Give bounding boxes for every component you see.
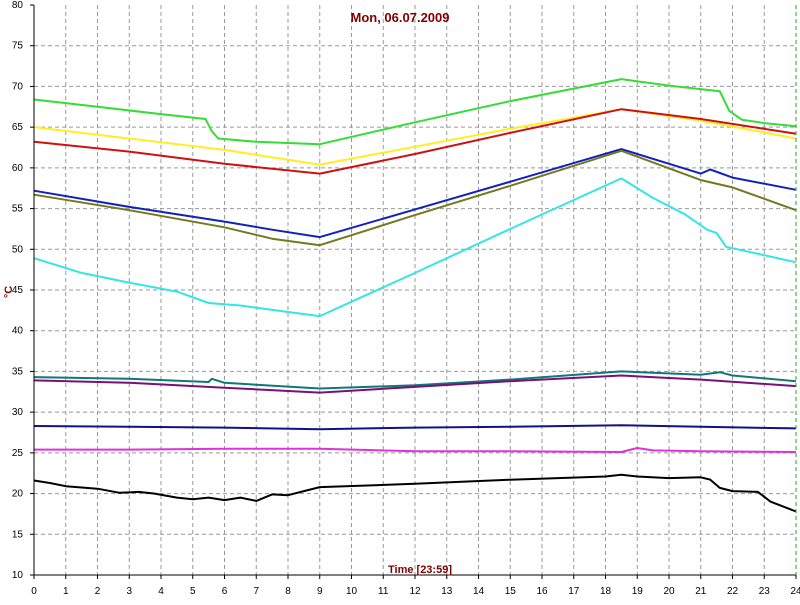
- series-line-11: [33, 473, 797, 513]
- series-line-10: [34, 447, 797, 453]
- x-tick-label: 19: [632, 586, 644, 597]
- y-tick-label: 55: [12, 204, 24, 215]
- grid-lines: [34, 5, 796, 575]
- x-tick-label: 0: [31, 586, 37, 597]
- y-tick-label: 25: [12, 448, 24, 459]
- x-tick-label: 24: [790, 586, 800, 597]
- y-tick-label: 80: [12, 0, 24, 11]
- x-tick-label: 14: [473, 586, 485, 597]
- x-tick-label: 15: [505, 586, 517, 597]
- tick-labels: 0 1 2 3 4 5 6 7 8 9 10 11 12 13 14 15 16 17 18 19 20 21 22 23 24…: [12, 0, 800, 597]
- series-line-6: [33, 177, 797, 318]
- x-tick-label: 23: [759, 586, 771, 597]
- x-tick-label: 4: [158, 586, 164, 597]
- y-tick-label: 40: [12, 326, 24, 337]
- x-tick-label: 3: [126, 586, 132, 597]
- series-line-7: [33, 370, 797, 390]
- x-tick-label: 18: [600, 586, 612, 597]
- y-tick-label: 70: [12, 81, 24, 92]
- y-axis-label: °C: [3, 286, 15, 298]
- y-tick-label: 35: [12, 366, 24, 377]
- x-tick-label: 22: [727, 586, 739, 597]
- x-axis-label: Time [23:59]: [388, 564, 452, 576]
- series-line-5: [33, 149, 797, 247]
- series-line-9: [33, 424, 797, 431]
- x-tick-label: 17: [568, 586, 580, 597]
- series-line-3: [33, 108, 797, 175]
- chart-title: Mon, 06.07.2009: [351, 10, 450, 25]
- x-tick-label: 2: [95, 586, 101, 597]
- series-line-8: [33, 374, 797, 394]
- series-line-2: [33, 108, 797, 166]
- x-tick-label: 13: [441, 586, 453, 597]
- x-tick-label: 1: [63, 586, 69, 597]
- x-tick-label: 21: [695, 586, 707, 597]
- y-tick-label: 75: [12, 41, 24, 52]
- y-tick-label: 30: [12, 407, 24, 418]
- x-tick-label: 16: [536, 586, 548, 597]
- y-tick-label: 60: [12, 163, 24, 174]
- x-tick-label: 12: [409, 586, 421, 597]
- y-tick-label: 20: [12, 489, 24, 500]
- x-tick-label: 7: [253, 586, 259, 597]
- x-tick-label: 8: [285, 586, 291, 597]
- series-lines: [33, 78, 797, 513]
- y-tick-label: 15: [12, 529, 24, 540]
- series-line-4: [33, 148, 797, 239]
- y-tick-label: 45: [12, 285, 24, 296]
- x-tick-label: 5: [190, 586, 196, 597]
- x-tick-label: 20: [663, 586, 675, 597]
- x-tick-label: 6: [222, 586, 228, 597]
- y-tick-label: 65: [12, 122, 24, 133]
- y-tick-label: 50: [12, 244, 24, 255]
- x-tick-label: 11: [378, 586, 389, 597]
- x-tick-label: 9: [317, 586, 323, 597]
- x-tick-label: 10: [346, 586, 358, 597]
- series-line-1: [33, 78, 797, 146]
- y-tick-label: 10: [12, 570, 24, 581]
